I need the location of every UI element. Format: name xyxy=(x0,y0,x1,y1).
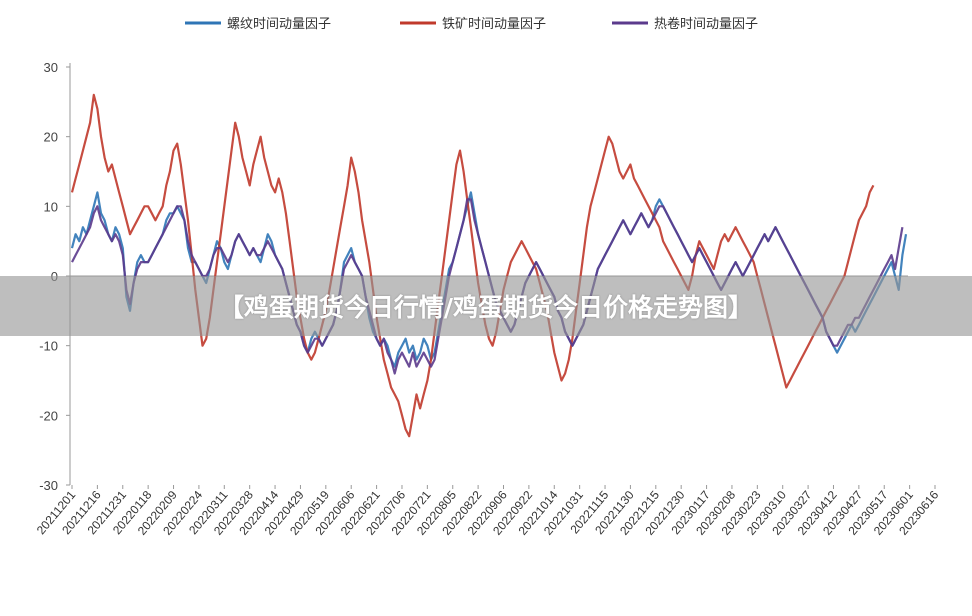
legend-label-3: 热卷时间动量因子 xyxy=(654,16,758,32)
legend-label-2: 铁矿时间动量因子 xyxy=(442,17,546,32)
y-tick-label: 10 xyxy=(44,199,58,214)
y-axis-ticks: 3020100-10-20-30 xyxy=(39,60,70,493)
title-overlay-banner: 【鸡蛋期货今日行情/鸡蛋期货今日价格走势图】 xyxy=(0,276,972,336)
y-tick-label: -20 xyxy=(39,408,58,423)
y-tick-label: 30 xyxy=(44,60,58,75)
series-lines xyxy=(70,93,908,438)
y-tick-label: -30 xyxy=(39,478,58,493)
y-tick-label: 20 xyxy=(44,130,58,145)
legend-label-1: 螺纹时间动量因子 xyxy=(227,17,331,32)
series-line-2 xyxy=(70,93,875,438)
series-line-3 xyxy=(71,198,904,375)
overlay-title: 【鸡蛋期货今日行情/鸡蛋期货今日价格走势图】 xyxy=(218,293,754,322)
chart-legend: 螺纹时间动量因子 铁矿时间动量因子 热卷时间动量因子 xyxy=(185,16,758,32)
y-tick-label: -10 xyxy=(39,339,58,354)
x-axis-ticks: 2021120120211216202112312022011820220209… xyxy=(34,485,942,538)
